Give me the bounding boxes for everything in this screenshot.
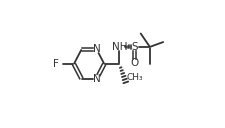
Text: NH: NH bbox=[112, 42, 127, 52]
Text: F: F bbox=[53, 59, 59, 69]
Text: O: O bbox=[130, 58, 139, 68]
Text: CH₃: CH₃ bbox=[126, 73, 143, 82]
Text: N: N bbox=[93, 74, 101, 84]
Text: S: S bbox=[131, 42, 138, 52]
Text: N: N bbox=[93, 44, 101, 54]
